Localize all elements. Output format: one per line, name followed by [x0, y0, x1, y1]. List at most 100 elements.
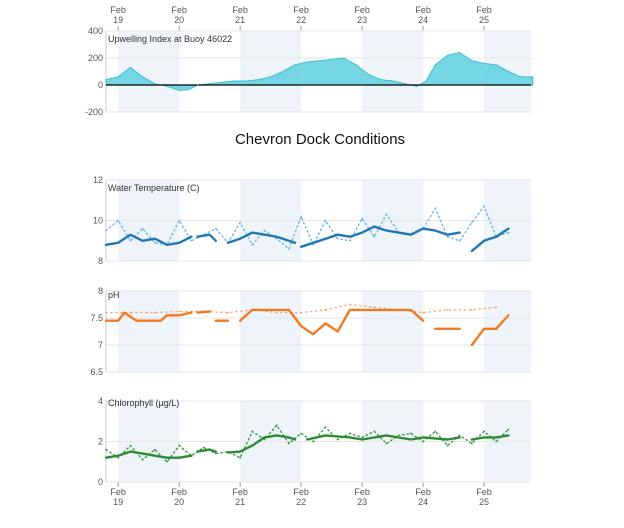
temperature-raw-point — [105, 229, 107, 232]
temperature-raw-point — [336, 237, 339, 240]
upwelling-point — [105, 79, 107, 81]
upwelling-point — [282, 70, 284, 73]
chlorophyll-raw-point — [495, 440, 498, 443]
date-tick-day: 25 — [479, 15, 489, 25]
date-tick-day: 23 — [357, 15, 367, 25]
upwelling-point — [416, 85, 418, 87]
ph-raw-point — [178, 310, 181, 313]
ph-smoothed-line — [104, 311, 193, 322]
ph-raw-point — [495, 306, 498, 309]
chlorophyll-raw-point — [507, 428, 510, 431]
temperature-smoothed-line — [196, 233, 217, 242]
temperature-raw-point — [349, 239, 351, 242]
day-band — [484, 291, 531, 372]
date-tick-day: 19 — [113, 497, 123, 507]
upwelling-point — [495, 64, 497, 66]
upwelling-point — [166, 85, 168, 87]
date-tick-month: Feb — [232, 487, 248, 497]
upwelling-point — [425, 80, 427, 82]
date-tick-month: Feb — [171, 5, 187, 15]
date-tick-day: 19 — [113, 15, 123, 25]
chlorophyll-raw-point — [373, 430, 376, 433]
temperature-raw-point — [178, 219, 181, 222]
temperature-panel: 8 10 12 Water Temperature (C) — [93, 175, 531, 266]
upwelling-label: Upwelling Index at Buoy 46022 — [108, 34, 232, 44]
day-bands — [118, 31, 531, 482]
day-band — [118, 291, 180, 372]
upwelling-point — [270, 76, 272, 78]
chlorophyll-raw-point — [470, 442, 473, 445]
ph-y-tick: 7 — [98, 340, 103, 350]
temperature-raw-point — [470, 221, 473, 224]
ph-smoothed-line — [238, 308, 425, 336]
upwelling-point — [367, 73, 369, 75]
ph-smoothed-line — [196, 310, 211, 314]
temperature-raw-point — [434, 207, 437, 210]
date-tick-month: Feb — [232, 5, 248, 15]
temperature-raw-point — [117, 219, 120, 222]
chlorophyll-raw-point — [434, 430, 437, 433]
temperature-smoothed-line — [104, 233, 193, 246]
temperature-raw-point — [239, 221, 242, 224]
chlorophyll-raw-point — [202, 446, 205, 449]
ph-raw-point — [446, 309, 449, 311]
temperature-raw-point — [300, 215, 303, 218]
date-tick-day: 21 — [235, 497, 245, 507]
ph-raw-point — [275, 311, 278, 314]
chlorophyll-raw-point — [312, 440, 315, 443]
temperature-raw-point — [324, 219, 327, 222]
upwelling-point — [245, 80, 247, 82]
temperature-raw-point — [507, 231, 510, 234]
upwelling-point — [294, 64, 296, 66]
chlorophyll-smoothed-line — [306, 434, 461, 441]
ph-raw-point — [129, 311, 132, 314]
upwelling-point — [355, 64, 357, 66]
chlorophyll-label: Chlorophyll (µg/L) — [108, 398, 179, 408]
temperature-raw-point — [312, 243, 315, 246]
chlorophyll-raw-point — [117, 456, 120, 459]
upwelling-point — [141, 76, 144, 78]
chlorophyll-raw-point — [300, 432, 303, 435]
temperature-y-tick: 10 — [93, 216, 103, 226]
temperature-raw-point — [446, 235, 449, 238]
chlorophyll-raw-point — [105, 448, 107, 451]
ph-smoothed-line — [470, 314, 510, 347]
temperature-raw-point — [458, 239, 461, 242]
upwelling-point — [178, 89, 180, 91]
chlorophyll-raw-point — [239, 456, 242, 459]
chlorophyll-panel: 0 2 4 Chlorophyll (µg/L) — [98, 396, 531, 487]
chlorophyll-raw-point — [251, 430, 254, 433]
date-tick-day: 22 — [296, 15, 306, 25]
chlorophyll-raw-point — [483, 430, 485, 433]
temperature-label: Water Temperature (C) — [108, 183, 200, 193]
chlorophyll-y-tick: 2 — [98, 437, 103, 447]
upwelling-y-tick: -200 — [85, 107, 103, 117]
chlorophyll-raw-point — [422, 440, 424, 443]
chlorophyll-raw-point — [349, 432, 351, 435]
chlorophyll-raw-point — [178, 444, 181, 447]
upwelling-point — [331, 58, 333, 60]
ph-label: pH — [108, 290, 120, 300]
upwelling-point — [434, 64, 436, 66]
chlorophyll-raw-point — [397, 434, 400, 437]
ph-y-tick: 7.5 — [90, 313, 103, 323]
temperature-y-tick: 12 — [93, 175, 103, 185]
upwelling-point — [507, 70, 510, 73]
chlorophyll-y-tick: 4 — [98, 396, 103, 406]
chlorophyll-raw-point — [214, 452, 217, 455]
chlorophyll-raw-point — [458, 434, 461, 437]
chlorophyll-raw-point — [361, 436, 363, 439]
date-tick-month: Feb — [171, 487, 187, 497]
day-band — [362, 31, 424, 112]
upwelling-point — [129, 66, 131, 69]
temperature-smoothed-line — [299, 225, 461, 248]
temperature-raw-point — [251, 243, 254, 246]
date-tick-month: Feb — [110, 487, 126, 497]
date-tick-month: Feb — [354, 5, 370, 15]
ph-raw-point — [373, 306, 376, 309]
temperature-raw-point — [153, 241, 156, 244]
upwelling-point — [343, 57, 345, 59]
upwelling-point — [221, 81, 223, 83]
chlorophyll-smoothed-line — [104, 450, 193, 459]
